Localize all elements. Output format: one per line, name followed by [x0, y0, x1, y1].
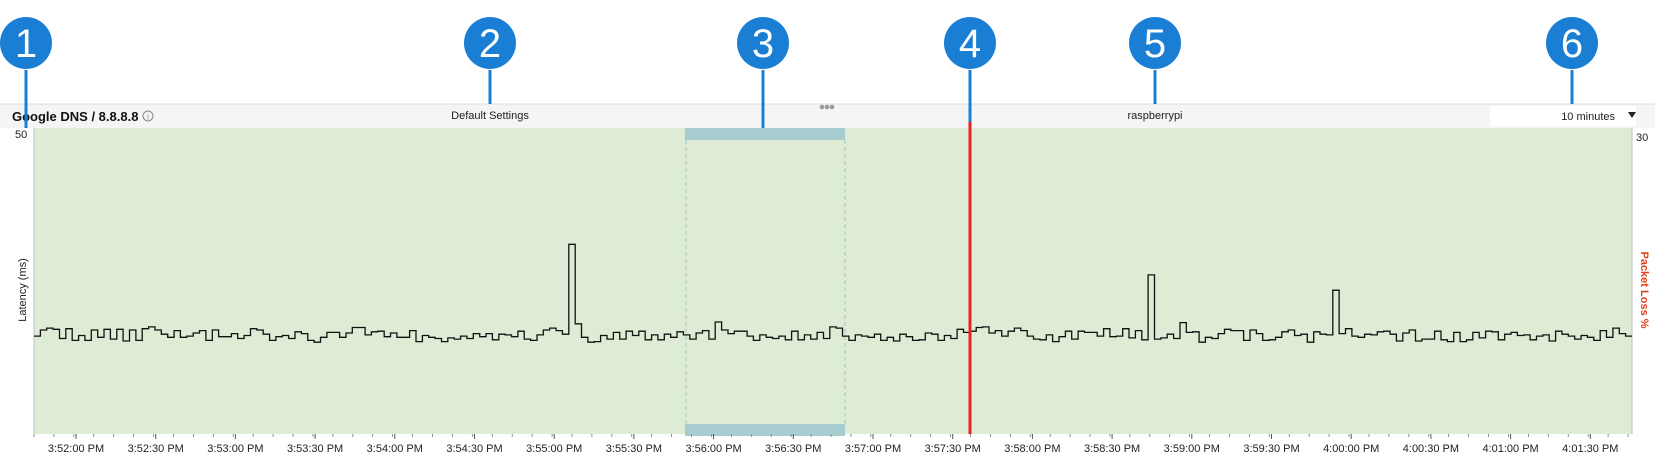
more-dots-icon[interactable] [819, 104, 835, 110]
dropdown-arrow-icon [1628, 112, 1636, 118]
callout-2: 2 [464, 17, 516, 69]
x-tick-label: 4:01:00 PM [1482, 443, 1538, 455]
svg-text:2: 2 [479, 22, 501, 66]
x-tick-label: 3:54:00 PM [367, 443, 423, 455]
plot-area[interactable] [34, 128, 1632, 434]
x-tick-label: 3:55:30 PM [606, 443, 662, 455]
x-tick-label: 3:58:30 PM [1084, 443, 1140, 455]
x-tick-label: 3:53:00 PM [207, 443, 263, 455]
time-selection[interactable] [685, 128, 846, 436]
time-range-box[interactable] [1490, 106, 1636, 126]
right-axis-max: 30 [1636, 132, 1648, 144]
x-axis-ticks: 3:52:00 PM 3:52:30 PM 3:53:00 PM 3:53:30 PM… [33, 434, 1629, 455]
svg-text:3: 3 [752, 22, 774, 66]
latency-series-line [34, 243, 1632, 343]
x-tick-label: 4:00:00 PM [1323, 443, 1379, 455]
x-tick-label: 3:52:30 PM [128, 443, 184, 455]
x-tick-label: 3:56:30 PM [765, 443, 821, 455]
x-tick-label: 3:59:00 PM [1164, 443, 1220, 455]
callout-markers: 1 2 3 4 5 6 [0, 17, 1598, 128]
settings-label[interactable]: Default Settings [451, 110, 529, 122]
callout-5: 5 [1129, 17, 1181, 69]
selection-handle-bottom[interactable] [685, 424, 845, 436]
left-axis-max: 50 [15, 129, 27, 141]
x-tick-label: 3:52:00 PM [48, 443, 104, 455]
callout-4: 4 [944, 17, 996, 69]
callout-3: 3 [737, 17, 789, 69]
svg-text:6: 6 [1561, 22, 1583, 66]
x-tick-label: 3:57:30 PM [925, 443, 981, 455]
svg-text:4: 4 [959, 22, 981, 66]
x-tick-label: 3:58:00 PM [1004, 443, 1060, 455]
callout-1: 1 [0, 17, 52, 69]
x-tick-label: 3:53:30 PM [287, 443, 343, 455]
svg-text:1: 1 [15, 22, 37, 66]
time-range-value: 10 minutes [1561, 111, 1615, 123]
x-tick-label: 3:54:30 PM [446, 443, 502, 455]
selection-handle-top[interactable] [685, 128, 845, 140]
x-tick-label: 4:01:30 PM [1562, 443, 1618, 455]
x-tick-label: 3:57:00 PM [845, 443, 901, 455]
time-range-dropdown[interactable]: 10 minutes [1490, 106, 1636, 126]
info-icon[interactable]: i [142, 110, 154, 122]
x-tick-label: 4:00:30 PM [1403, 443, 1459, 455]
svg-text:5: 5 [1144, 22, 1166, 66]
target-title: Google DNS / 8.8.8.8 [12, 109, 138, 124]
right-axis-title: Packet Loss % [1638, 251, 1650, 328]
left-axis-title: Latency (ms) [17, 258, 29, 322]
x-tick-label: 3:56:00 PM [685, 443, 741, 455]
x-tick-label: 3:55:00 PM [526, 443, 582, 455]
x-tick-label: 3:59:30 PM [1243, 443, 1299, 455]
host-label[interactable]: raspberrypi [1127, 110, 1182, 122]
callout-6: 6 [1546, 17, 1598, 69]
svg-text:i: i [147, 113, 149, 122]
